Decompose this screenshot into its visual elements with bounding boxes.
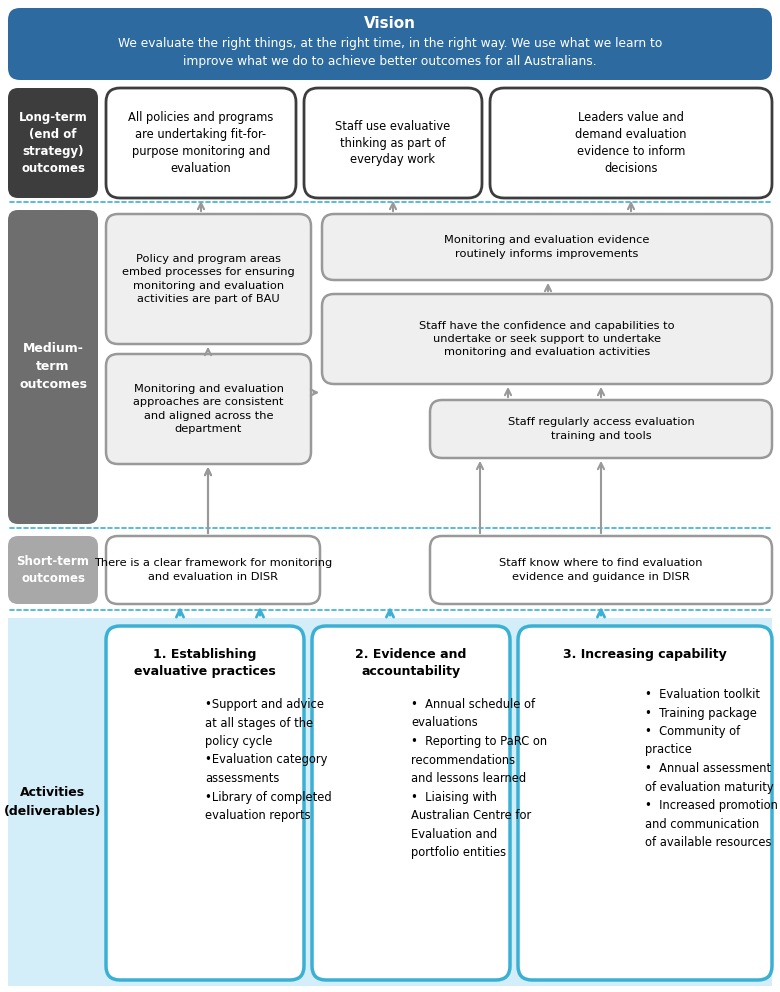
FancyBboxPatch shape	[322, 294, 772, 384]
Text: Policy and program areas
embed processes for ensuring
monitoring and evaluation
: Policy and program areas embed processes…	[122, 254, 295, 304]
Text: Staff know where to find evaluation
evidence and guidance in DISR: Staff know where to find evaluation evid…	[499, 558, 703, 581]
Text: Staff regularly access evaluation
training and tools: Staff regularly access evaluation traini…	[508, 418, 694, 440]
Text: Long-term
(end of
strategy)
outcomes: Long-term (end of strategy) outcomes	[19, 111, 87, 175]
Text: 3. Increasing capability: 3. Increasing capability	[563, 648, 727, 661]
FancyBboxPatch shape	[490, 88, 772, 198]
FancyBboxPatch shape	[8, 8, 772, 80]
FancyBboxPatch shape	[430, 400, 772, 458]
Text: Short-term
outcomes: Short-term outcomes	[16, 555, 90, 585]
FancyBboxPatch shape	[106, 626, 304, 980]
Text: Vision: Vision	[364, 17, 416, 32]
Text: Leaders value and
demand evaluation
evidence to inform
decisions: Leaders value and demand evaluation evid…	[576, 111, 686, 175]
FancyBboxPatch shape	[106, 214, 311, 344]
Text: •  Evaluation toolkit
•  Training package
•  Community of
practice
•  Annual ass: • Evaluation toolkit • Training package …	[645, 688, 778, 849]
FancyBboxPatch shape	[518, 626, 772, 980]
Text: Staff have the confidence and capabilities to
undertake or seek support to under: Staff have the confidence and capabiliti…	[419, 320, 675, 357]
Text: 2. Evidence and
accountability: 2. Evidence and accountability	[356, 648, 466, 678]
Text: •Support and advice
at all stages of the
policy cycle
•Evaluation category
asses: •Support and advice at all stages of the…	[205, 698, 332, 822]
FancyBboxPatch shape	[8, 210, 98, 524]
Text: Medium-
term
outcomes: Medium- term outcomes	[19, 342, 87, 392]
FancyBboxPatch shape	[106, 536, 320, 604]
Text: Activities
(deliverables): Activities (deliverables)	[4, 787, 101, 817]
Text: All policies and programs
are undertaking fit-for-
purpose monitoring and
evalua: All policies and programs are undertakin…	[129, 111, 274, 175]
FancyBboxPatch shape	[8, 88, 98, 198]
Text: •  Annual schedule of
evaluations
•  Reporting to PaRC on
recommendations
and le: • Annual schedule of evaluations • Repor…	[411, 698, 547, 859]
Text: There is a clear framework for monitoring
and evaluation in DISR: There is a clear framework for monitorin…	[94, 558, 332, 581]
Text: Staff use evaluative
thinking as part of
everyday work: Staff use evaluative thinking as part of…	[335, 119, 451, 167]
FancyBboxPatch shape	[106, 88, 296, 198]
FancyBboxPatch shape	[8, 618, 772, 986]
Text: Monitoring and evaluation
approaches are consistent
and aligned across the
depar: Monitoring and evaluation approaches are…	[133, 384, 284, 434]
FancyBboxPatch shape	[8, 536, 98, 604]
FancyBboxPatch shape	[304, 88, 482, 198]
Text: We evaluate the right things, at the right time, in the right way. We use what w: We evaluate the right things, at the rig…	[118, 37, 662, 67]
FancyBboxPatch shape	[312, 626, 510, 980]
Text: Monitoring and evaluation evidence
routinely informs improvements: Monitoring and evaluation evidence routi…	[445, 235, 650, 259]
Text: 1. Establishing
evaluative practices: 1. Establishing evaluative practices	[134, 648, 276, 678]
FancyBboxPatch shape	[430, 536, 772, 604]
FancyBboxPatch shape	[106, 354, 311, 464]
FancyBboxPatch shape	[322, 214, 772, 280]
